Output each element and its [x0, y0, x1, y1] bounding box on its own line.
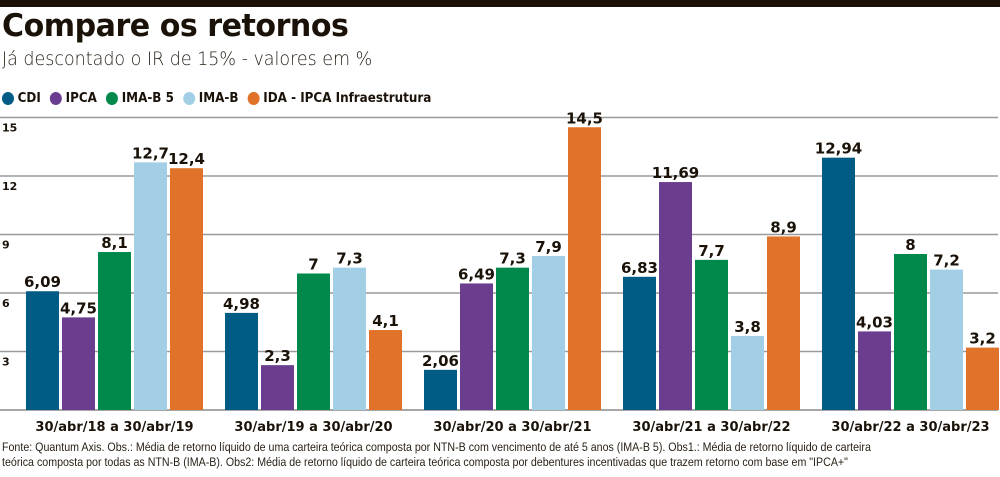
legend-item-imab: IMA-B: [183, 91, 238, 106]
legend-item-imab5: IMA-B 5: [106, 91, 174, 106]
data-label: 6,09: [24, 273, 61, 291]
bar-cdi: [225, 312, 258, 410]
bar-ima-b-5: [297, 273, 330, 410]
data-label: 14,5: [566, 109, 603, 127]
bar-ipca: [858, 331, 891, 410]
legend-dot-icon: [183, 92, 196, 105]
footnote-line-2: teórica composta por todas as NTN-B (IMA…: [2, 455, 848, 469]
legend-dot-icon: [2, 92, 14, 105]
x-tick-label: 30/abr/22 a 30/abr/23: [831, 420, 989, 435]
x-tick-label: 30/abr/20 a 30/abr/21: [433, 420, 591, 435]
bar-ida-ipca-infraestrutura: [170, 168, 203, 410]
bar-ima-b: [930, 269, 963, 410]
bar-ima-b: [134, 162, 167, 410]
x-axis: 30/abr/18 a 30/abr/19 30/abr/19 a 30/abr/…: [35, 420, 989, 435]
x-tick-label: 30/abr/19 a 30/abr/20: [234, 420, 392, 435]
bar-ima-b-5: [496, 267, 529, 410]
footnote: Fonte: Quantum Axis. Obs.: Média de reto…: [2, 440, 1000, 470]
data-label: 7,3: [499, 250, 526, 268]
y-tick-label: 12: [2, 180, 17, 193]
y-tick-label: 15: [2, 122, 17, 135]
bar-cdi: [26, 291, 59, 410]
chart-title: Compare os retornos: [2, 8, 349, 44]
legend-item-cdi: CDI: [2, 91, 41, 106]
legend-label: CDI: [17, 91, 41, 106]
data-labels: 6,09 4,75 8,1 12,712,4 4,98 2,3 7 7,3 4,1 2,06 6,4…: [24, 109, 996, 370]
legend: CDI IPCA IMA-B 5 IMA-B IDA - IPCA Infrae…: [2, 91, 441, 106]
data-label: 6,49: [458, 265, 495, 283]
bar-ida-ipca-infraestrutura: [369, 330, 402, 410]
data-label: 2,3: [264, 347, 291, 365]
bar-ima-b-5: [98, 252, 131, 410]
bar-ida-ipca-infraestrutura: [767, 236, 800, 410]
data-label: 3,8: [734, 318, 761, 336]
data-label: 12,4: [168, 150, 205, 168]
legend-item-ida: IDA - IPCA Infraestrutura: [247, 91, 432, 106]
bar-ipca: [62, 317, 95, 410]
bar-cdi: [424, 369, 457, 410]
chart-subtitle: Já descontado o IR de 15% - valores em %: [2, 48, 373, 70]
data-label: 2,06: [422, 352, 459, 370]
data-label: 7,7: [698, 242, 725, 260]
data-label: 7: [308, 256, 318, 274]
legend-dot-icon: [247, 92, 260, 105]
x-tick-label: 30/abr/21 a 30/abr/22: [632, 420, 790, 435]
data-label: 8,9: [770, 218, 797, 236]
top-rule: [0, 0, 1000, 7]
bar-ida-ipca-infraestrutura: [568, 127, 601, 410]
legend-label: IDA - IPCA Infraestrutura: [263, 91, 432, 106]
bar-ipca: [261, 365, 294, 410]
bar-ipca: [460, 283, 493, 410]
legend-item-ipca: IPCA: [49, 91, 97, 106]
data-label: 7,9: [535, 238, 562, 256]
bar-ima-b: [532, 255, 565, 410]
data-label: 8: [905, 236, 915, 254]
bars: [26, 127, 999, 410]
y-axis: 3 6 9 12 15: [2, 122, 17, 369]
data-label: 8,1: [101, 234, 128, 252]
legend-label: IMA-B: [198, 91, 239, 106]
x-tick-label: 30/abr/18 a 30/abr/19: [35, 420, 193, 435]
data-label: 12,94: [815, 140, 862, 158]
bar-ima-b: [333, 267, 366, 410]
legend-dot-icon: [49, 92, 62, 105]
bar-ida-ipca-infraestrutura: [966, 347, 999, 410]
data-label: 7,3: [336, 250, 363, 268]
legend-label: IPCA: [65, 91, 97, 106]
bar-cdi: [822, 157, 855, 410]
y-tick-label: 3: [2, 356, 10, 369]
bar-ipca: [659, 182, 692, 410]
legend-dot-icon: [106, 92, 119, 105]
bar-ima-b-5: [894, 254, 927, 410]
y-tick-label: 9: [2, 239, 10, 252]
bar-cdi: [623, 276, 656, 410]
data-label: 7,2: [933, 252, 960, 270]
y-tick-label: 6: [2, 297, 10, 310]
data-label: 4,1: [372, 312, 399, 330]
data-label: 3,2: [969, 330, 996, 348]
bar-ima-b: [731, 335, 764, 410]
data-label: 6,83: [621, 259, 658, 277]
data-label: 12,7: [132, 144, 169, 162]
footnote-line-1: Fonte: Quantum Axis. Obs.: Média de reto…: [2, 440, 871, 454]
bar-ima-b-5: [695, 259, 728, 410]
data-label: 11,69: [652, 164, 699, 182]
data-label: 4,75: [60, 299, 97, 317]
data-label: 4,98: [223, 295, 260, 313]
legend-label: IMA-B 5: [121, 91, 174, 106]
data-label: 4,03: [856, 313, 893, 331]
